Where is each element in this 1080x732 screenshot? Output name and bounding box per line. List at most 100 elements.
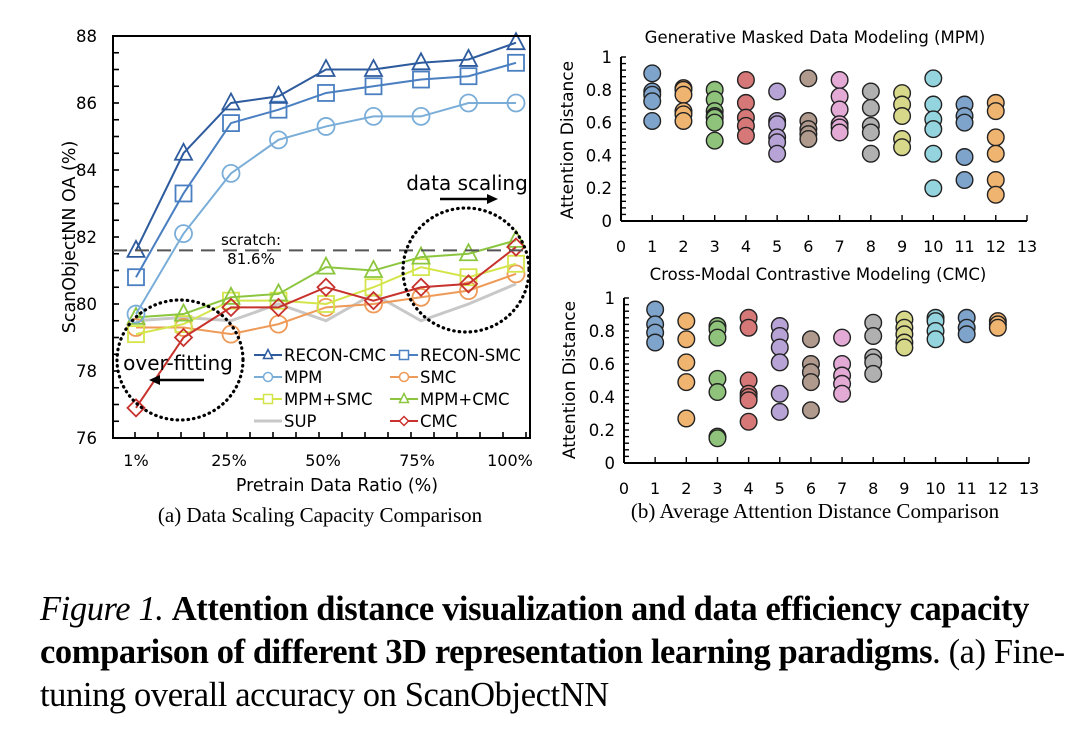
mpm-data-point [736, 70, 755, 89]
cmc-data-point [801, 373, 820, 392]
cmc-data-point [708, 383, 727, 402]
cmc-data-point [833, 384, 852, 403]
cmc-data-point [895, 338, 914, 357]
mpm-x-tick-label: 10 [923, 237, 943, 256]
mpm-x-tick-label: 13 [1017, 237, 1037, 256]
cmc-points [646, 300, 1007, 448]
data-point-recon-smc [127, 268, 145, 287]
legend-label: MPM+SMC [284, 390, 372, 409]
data-point-recon-smc [269, 100, 288, 119]
legend-marker [262, 371, 274, 383]
y-tick-label: 82 [76, 228, 97, 247]
y-tick-label: 76 [76, 429, 97, 448]
subcaption-a: (a) Data Scaling Capacity Comparison [158, 503, 483, 527]
series-line-cmc [135, 246, 517, 409]
cmc-data-point [677, 312, 696, 331]
mpm-layer-1 [643, 64, 662, 130]
legend-item-smc: SMC [390, 368, 456, 387]
data-point-cmc [126, 398, 146, 418]
cmc-data-point [770, 384, 789, 403]
mpm-x-tick-label: 11 [954, 237, 974, 256]
arrow-left-icon [149, 375, 204, 385]
mpm-data-point [986, 102, 1005, 121]
cmc-layer-5 [770, 317, 789, 421]
legend-item-mpm-cmc: MPM+CMC [390, 390, 510, 409]
cmc-attention-chart: Cross-Modal Contrastive Modeling (CMC) A… [560, 265, 1039, 523]
data-point-mpm [506, 93, 526, 113]
cmc-data-point [677, 353, 696, 372]
y-tick-label: 80 [76, 295, 97, 314]
data-point-mpm-smc [127, 325, 145, 344]
cmc-x-tick-label: 12 [988, 479, 1008, 498]
cmc-data-point [770, 338, 789, 357]
cmc-x-tick-label: 2 [681, 479, 691, 498]
cmc-data-point [739, 412, 758, 431]
mpm-data-point [986, 144, 1005, 163]
mpm-data-point [955, 113, 974, 132]
series-line-recon-cmc [135, 41, 517, 251]
cmc-layer-4 [739, 308, 758, 431]
cmc-data-point [708, 429, 727, 448]
cmc-x-tick-label: 0 [619, 479, 629, 498]
legend-label: MPM [284, 368, 322, 387]
cmc-x-tick-label: 9 [899, 479, 909, 498]
series-mpm-smc [127, 254, 525, 344]
data-point-recon-smc [412, 70, 430, 89]
mpm-chart-title: Generative Masked Data Modeling (MPM) [645, 28, 986, 47]
mpm-data-point [799, 69, 818, 88]
cmc-y-tick-label: 0.4 [589, 388, 615, 407]
mpm-data-point [861, 98, 880, 117]
legend-marker [398, 349, 410, 361]
mpm-layer-9 [893, 84, 912, 157]
cmc-x-tick-label: 10 [925, 479, 945, 498]
x-tick-label: 100% [487, 451, 533, 470]
data-point-mpm-cmc [363, 259, 384, 278]
cmc-data-point [864, 364, 883, 383]
data-point-mpm-cmc [221, 285, 241, 305]
legend-marker [398, 415, 410, 427]
scratch-label-line1: scratch: [221, 231, 281, 249]
data-point-cmc [221, 297, 241, 318]
cmc-x-tick-label: 8 [868, 479, 878, 498]
mpm-x-tick-label: 9 [897, 237, 907, 256]
data-point-recon-smc [174, 184, 193, 203]
mpm-y-tick-label: 0.2 [586, 179, 612, 198]
data-scaling-axes: 76 78 80 82 84 86 88 1% 25% 50% 75% 100% [76, 27, 533, 470]
series-mpm-cmc [126, 228, 526, 325]
mpm-x-tick-label: 8 [866, 237, 876, 256]
data-point-cmc [458, 274, 479, 294]
mpm-layer-10 [924, 69, 943, 198]
data-point-mpm-smc [174, 315, 193, 334]
data-scaling-chart: 76 78 80 82 84 86 88 1% 25% 50% 75% 100% ScanObject… [60, 27, 533, 527]
over-fitting-circle [115, 298, 245, 422]
series-line-recon-smc [135, 61, 517, 278]
data-point-mpm-cmc [316, 255, 336, 275]
data-point-recon-cmc [506, 31, 526, 51]
series-line-mpm-smc [135, 262, 517, 336]
legend-label: SUP [284, 412, 317, 431]
mpm-data-point [861, 123, 880, 142]
mpm-layer-4 [736, 70, 755, 145]
mpm-layer-11 [955, 95, 974, 189]
cmc-x-tick-label: 4 [744, 479, 754, 498]
mpm-layer-2 [674, 79, 693, 130]
subcaption-b: (b) Average Attention Distance Compariso… [631, 499, 1000, 523]
legend-label: CMC [420, 412, 457, 431]
cmc-x-tick-label: 13 [1019, 479, 1039, 498]
cmc-y-tick-label: 1 [605, 289, 616, 308]
mpm-layer-5 [768, 82, 787, 163]
data-point-mpm-smc [412, 258, 430, 277]
data-point-recon-cmc [126, 238, 146, 258]
mpm-data-point [799, 129, 818, 148]
legend-item-mpm: MPM [254, 368, 322, 387]
caption-bold-text: Attention distance visualization and dat… [40, 590, 1029, 671]
cmc-data-point [708, 328, 727, 347]
cmc-layer-3 [708, 317, 727, 448]
figure-caption: Figure 1. Attention distance visualizati… [40, 588, 1070, 717]
data-point-recon-smc [459, 67, 478, 86]
cmc-chart-title: Cross-Modal Contrastive Modeling (CMC) [650, 265, 987, 284]
mpm-layer-12 [986, 93, 1005, 204]
cmc-layer-2 [677, 312, 696, 428]
legend-marker [262, 347, 274, 360]
series-line-sup [135, 282, 517, 323]
